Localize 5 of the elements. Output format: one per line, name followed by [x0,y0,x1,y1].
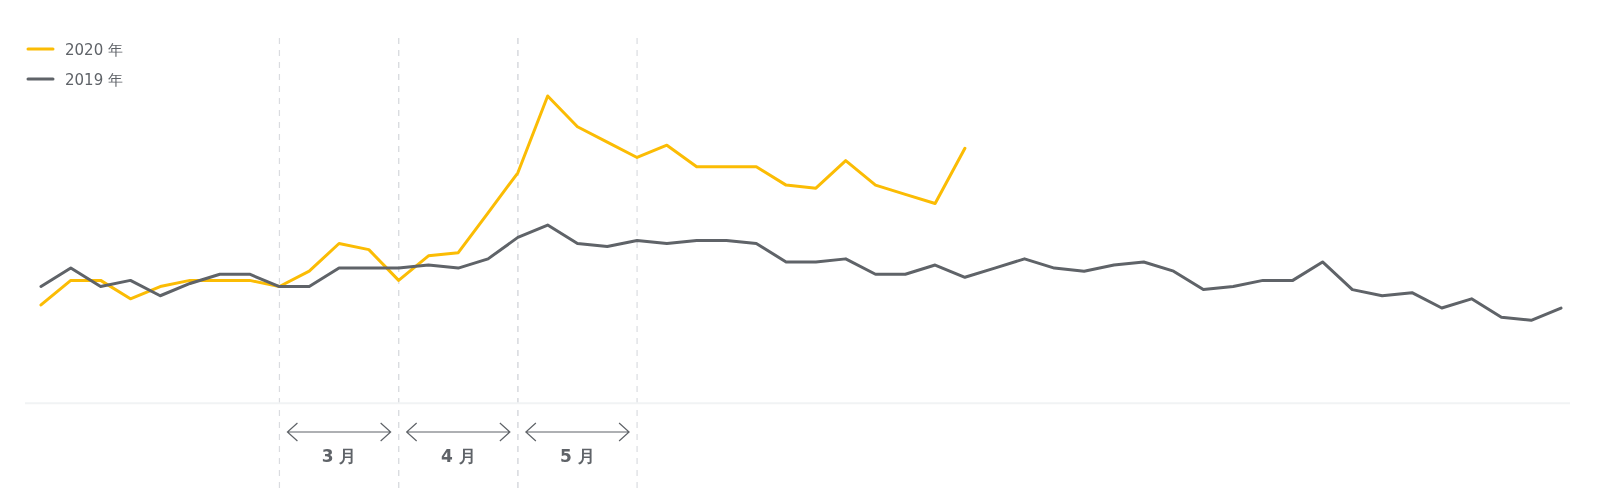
legend-label: 2019 年 [65,71,123,89]
x-tick-label: 4 月 [440,446,476,466]
x-tick-label: 3 月 [321,446,357,466]
legend-label: 2020 年 [65,41,123,59]
x-tick-label: 5 月 [560,446,595,466]
